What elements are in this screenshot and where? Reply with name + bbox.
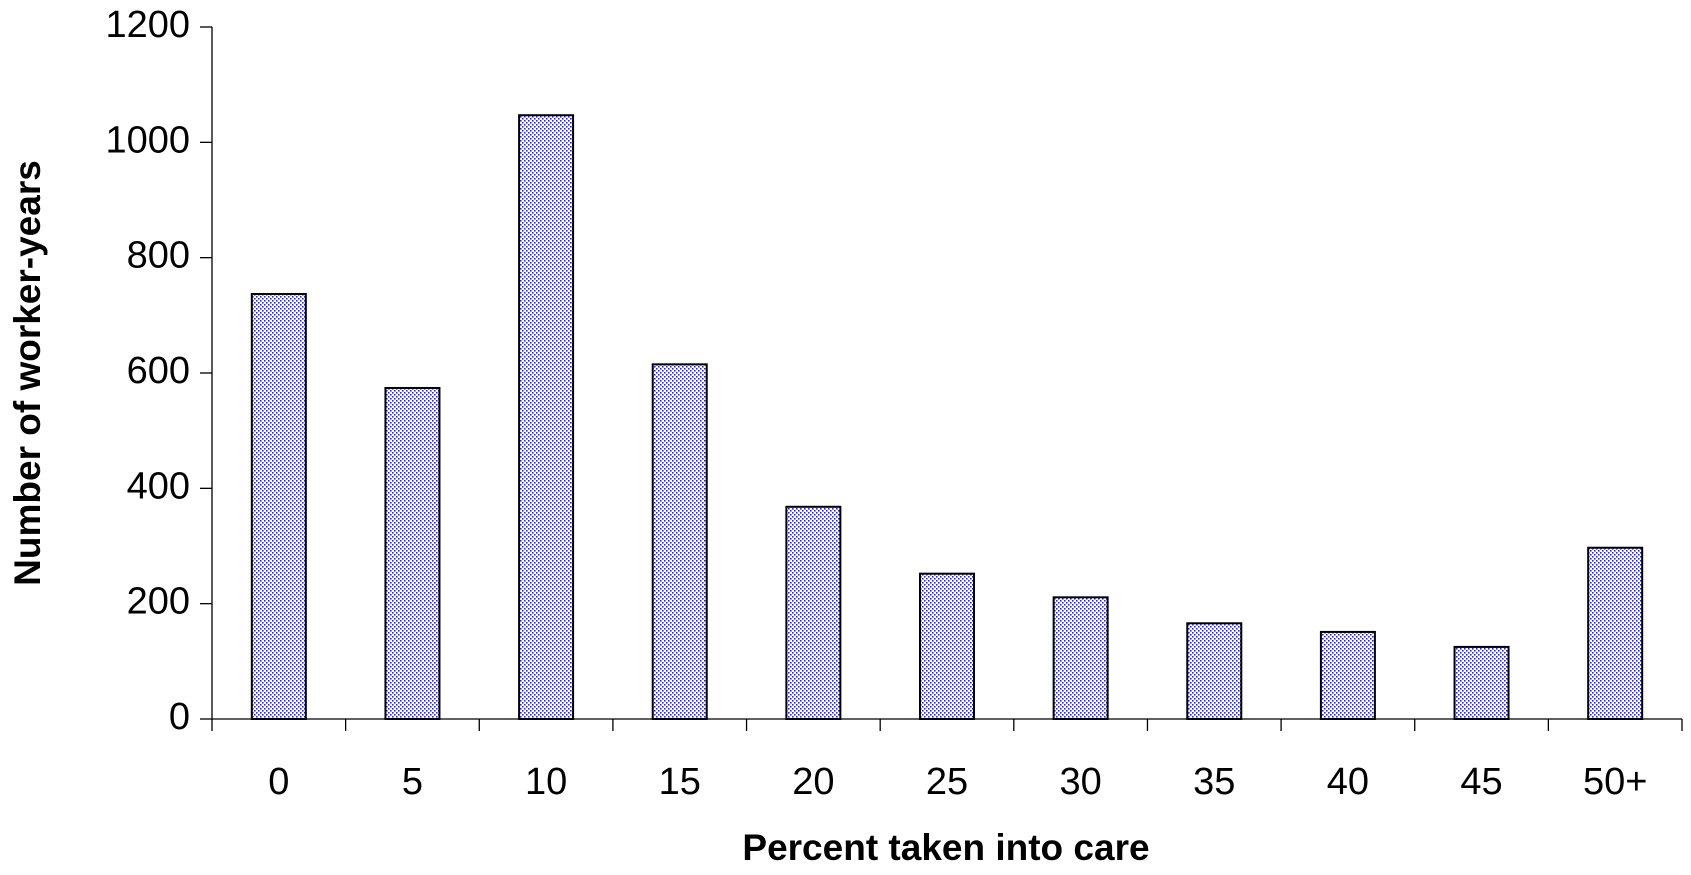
bar <box>651 363 708 720</box>
y-tick-label: 1200 <box>105 4 190 46</box>
x-tick-label: 0 <box>268 761 289 803</box>
y-tick-label: 800 <box>127 235 190 277</box>
x-tick-label: 30 <box>1059 761 1101 803</box>
x-tick-label: 20 <box>792 761 834 803</box>
y-tick-label: 400 <box>127 465 190 507</box>
x-tick-label: 50+ <box>1583 761 1647 803</box>
bar <box>518 114 575 721</box>
bar <box>919 572 975 720</box>
bar <box>1186 622 1243 720</box>
bar <box>384 386 441 720</box>
bar <box>785 505 842 720</box>
x-tick-label: 35 <box>1193 761 1235 803</box>
x-tick-label: 45 <box>1460 761 1502 803</box>
x-tick-label: 15 <box>659 761 701 803</box>
x-tick-label: 5 <box>402 761 423 803</box>
x-tick-label: 10 <box>525 761 567 803</box>
x-tick-label: 25 <box>926 761 968 803</box>
bar <box>1587 546 1644 720</box>
y-tick-label: 1000 <box>105 119 190 161</box>
y-tick-label: 200 <box>127 581 190 623</box>
bar <box>1319 630 1376 721</box>
bar <box>1052 596 1109 720</box>
bar <box>1453 645 1510 721</box>
y-tick-label: 600 <box>127 350 190 392</box>
y-axis-title: Number of worker-years <box>7 160 48 586</box>
x-tick-label: 40 <box>1327 761 1369 803</box>
y-tick-label: 0 <box>169 696 190 738</box>
bar <box>250 292 307 720</box>
x-axis-title: Percent taken into care <box>742 827 1149 868</box>
